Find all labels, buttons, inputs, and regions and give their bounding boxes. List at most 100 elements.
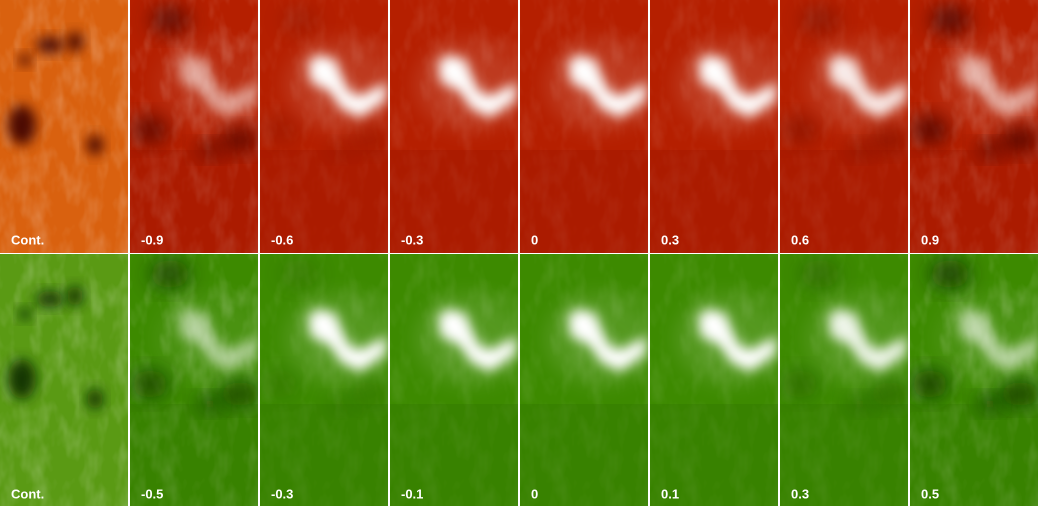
dark-region xyxy=(976,396,1004,412)
dark-region xyxy=(350,128,388,152)
panel: 0 xyxy=(520,0,648,253)
lower-shade xyxy=(910,150,1038,253)
panel-label: 0 xyxy=(531,486,538,501)
lower-shade xyxy=(260,404,388,506)
dark-region xyxy=(1000,128,1038,152)
dark-region xyxy=(132,370,168,398)
dark-region xyxy=(196,142,224,158)
panel: -0.3 xyxy=(260,254,388,506)
panel-label: 0.5 xyxy=(921,486,939,501)
separator xyxy=(518,0,520,253)
panel-label: 0.3 xyxy=(791,486,809,501)
separator xyxy=(778,254,780,506)
halo xyxy=(935,40,1038,130)
halo xyxy=(805,294,908,384)
panel: Cont. xyxy=(0,0,128,253)
dark-region xyxy=(262,116,298,144)
dark-region xyxy=(930,260,970,288)
dark-spot xyxy=(19,308,31,320)
panel-label: -0.3 xyxy=(401,232,423,247)
dark-region xyxy=(196,396,224,412)
separator xyxy=(388,0,390,253)
lower-shade xyxy=(520,404,648,506)
halo xyxy=(545,294,648,384)
dark-region xyxy=(262,370,298,398)
separator xyxy=(908,0,910,253)
separator xyxy=(648,0,650,253)
lower-shade xyxy=(520,150,648,253)
panel: 0.3 xyxy=(650,0,778,253)
dark-region xyxy=(976,142,1004,158)
dark-region xyxy=(912,370,948,398)
dark-spot xyxy=(8,359,36,399)
panel-label: 0.9 xyxy=(921,232,939,247)
separator xyxy=(778,0,780,253)
halo xyxy=(415,40,518,130)
separator xyxy=(908,254,910,506)
dark-region xyxy=(1000,382,1038,406)
panel-label: -0.6 xyxy=(271,232,293,247)
separator xyxy=(258,254,260,506)
halo xyxy=(155,40,258,130)
panel-label: -0.3 xyxy=(271,486,293,501)
panel-label: 0.3 xyxy=(661,232,679,247)
panel: 0.6 xyxy=(780,0,908,253)
panel: -0.5 xyxy=(130,254,258,506)
panel: 0 xyxy=(520,254,648,506)
panel-label: -0.1 xyxy=(401,486,423,501)
dark-spot xyxy=(36,291,64,307)
dark-region xyxy=(220,382,258,406)
dark-region xyxy=(846,396,874,412)
dark-region xyxy=(150,260,190,288)
dark-region xyxy=(150,6,190,34)
halo xyxy=(285,40,388,130)
lower-shade xyxy=(130,404,258,506)
dark-spot xyxy=(67,286,83,306)
panel-label: 0.1 xyxy=(661,486,679,501)
halo xyxy=(415,294,518,384)
halo xyxy=(935,294,1038,384)
halo xyxy=(675,294,778,384)
panel: -0.1 xyxy=(390,254,518,506)
separator xyxy=(648,254,650,506)
dark-spot xyxy=(19,54,31,66)
separator xyxy=(128,254,130,506)
panel: Cont. xyxy=(0,254,128,506)
halo xyxy=(675,40,778,130)
dark-region xyxy=(350,382,388,406)
dark-region xyxy=(846,142,874,158)
dark-region xyxy=(280,6,320,34)
dark-region xyxy=(326,396,354,412)
panel: 0.9 xyxy=(910,0,1038,253)
dark-region xyxy=(800,6,840,34)
lower-shade xyxy=(650,150,778,253)
halo xyxy=(545,40,648,130)
dark-region xyxy=(870,128,908,152)
dark-spot xyxy=(8,105,36,145)
dark-region xyxy=(782,116,818,144)
panel: 0.3 xyxy=(780,254,908,506)
lower-shade xyxy=(910,404,1038,506)
lower-shade xyxy=(780,404,908,506)
dark-region xyxy=(326,142,354,158)
separator xyxy=(128,0,130,253)
panel-label: Cont. xyxy=(11,232,44,247)
separator xyxy=(518,254,520,506)
panel: 0.1 xyxy=(650,254,778,506)
dark-region xyxy=(220,128,258,152)
dark-region xyxy=(782,370,818,398)
panel: 0.5 xyxy=(910,254,1038,506)
halo xyxy=(155,294,258,384)
lower-shade xyxy=(130,150,258,253)
dark-spot xyxy=(36,37,64,53)
dark-spot xyxy=(87,389,103,409)
panel: -0.6 xyxy=(260,0,388,253)
lower-shade xyxy=(260,150,388,253)
panel: -0.3 xyxy=(390,0,518,253)
dark-region xyxy=(912,116,948,144)
dark-region xyxy=(280,260,320,288)
dark-region xyxy=(132,116,168,144)
dark-spot xyxy=(67,32,83,52)
